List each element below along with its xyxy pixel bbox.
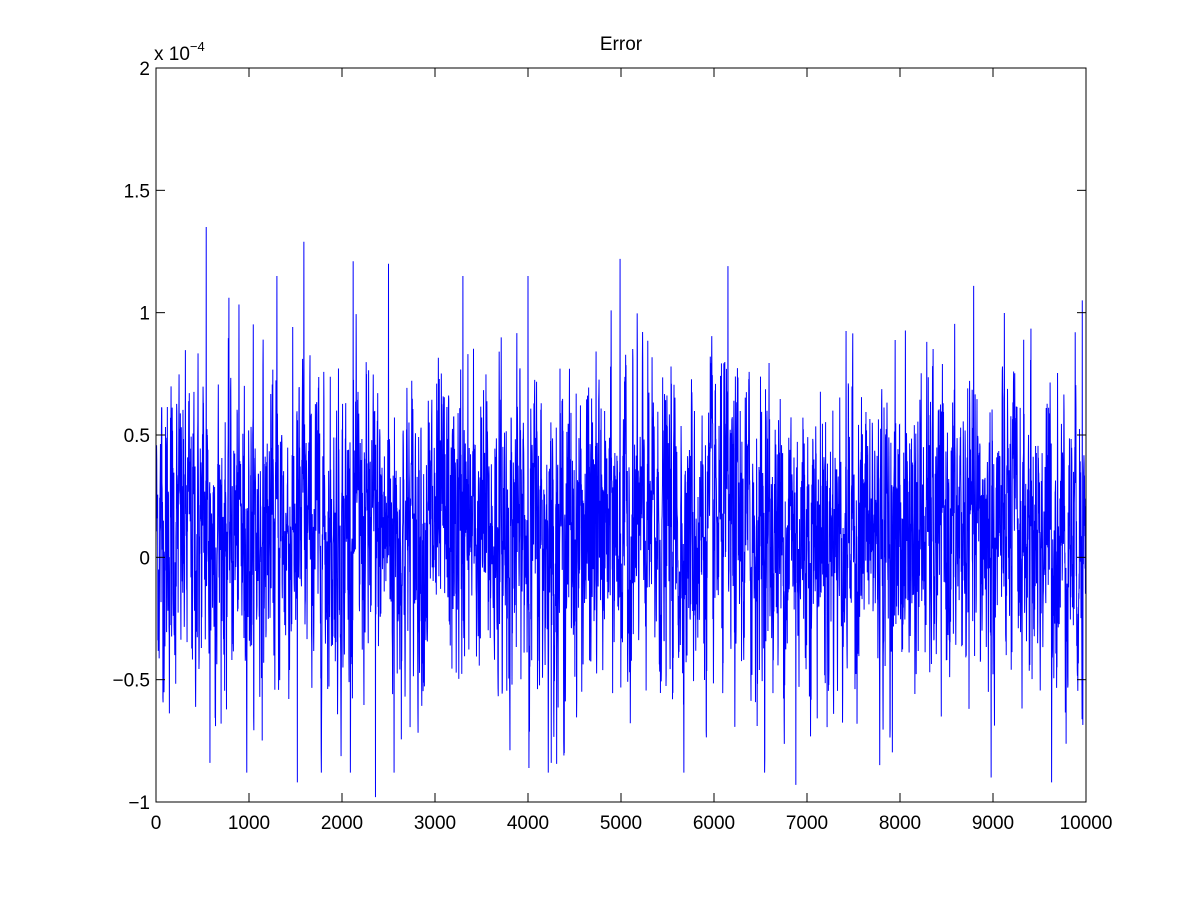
plot-area: [155, 227, 1087, 798]
x-tick-label: 1000: [228, 813, 270, 834]
x-tick-label: 4000: [507, 813, 549, 834]
x-tick-label: 3000: [414, 813, 456, 834]
axes-box: [155, 67, 1087, 803]
x-tick-label: 0: [151, 813, 162, 834]
x-axis: 0 1000 2000 3000 4000 5000 6000 7000 8000 9000 100…: [151, 68, 1113, 834]
y-tick-label: 1.5: [124, 181, 150, 202]
y-tick-label: 0.5: [124, 426, 150, 447]
x-tick-label: 10000: [1060, 813, 1113, 834]
chart-title: Error: [600, 34, 643, 55]
x-tick-label: 6000: [693, 813, 735, 834]
x-tick-label: 5000: [600, 813, 642, 834]
y-tick-label: 2: [139, 59, 150, 80]
y-exponent-label: x 10−4: [154, 39, 205, 65]
y-axis: −1 −0.5 0 0.5 1 1.5 2: [112, 59, 1086, 814]
y-exponent-base: x 10: [154, 44, 190, 65]
x-tick-label: 8000: [879, 813, 921, 834]
y-tick-label: 0: [139, 548, 150, 569]
y-tick-label: −0.5: [112, 671, 150, 692]
x-tick-label: 9000: [972, 813, 1014, 834]
y-exponent-power: −4: [190, 39, 205, 54]
error-series-line: [155, 227, 1087, 798]
x-tick-label: 2000: [321, 813, 363, 834]
x-tick-label: 7000: [786, 813, 828, 834]
y-tick-label: −1: [128, 793, 150, 814]
y-tick-label: 1: [139, 304, 150, 325]
